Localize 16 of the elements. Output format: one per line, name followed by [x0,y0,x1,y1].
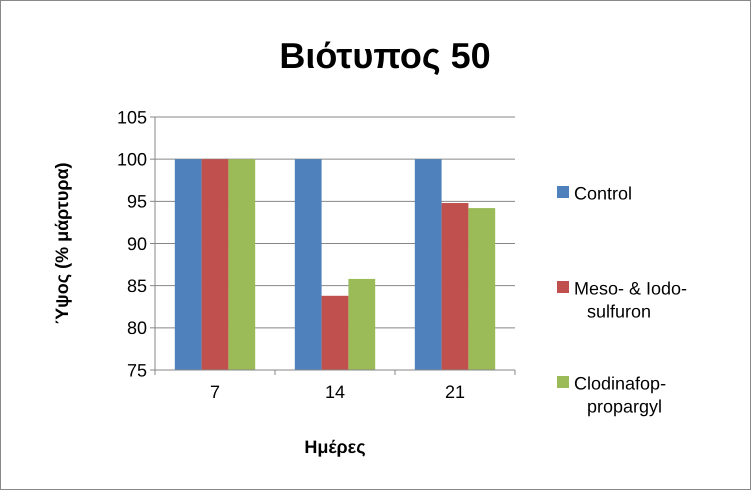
y-tick-label: 75 [126,360,147,380]
x-tick-label: 14 [324,382,346,402]
x-tick-label: 7 [210,382,220,402]
y-tick-label: 85 [126,276,147,296]
legend-label: Meso- & Iodo-sulfuron [574,278,688,322]
y-axis-title: Ύψος (% μάρτυρα) [52,162,72,325]
y-tick-label: 105 [116,107,147,128]
y-tick-label: 95 [126,192,147,212]
legend-label: Control [574,183,632,204]
y-tick-label: 100 [116,149,147,170]
legend-label: Clodinafop-propargyl [574,373,666,417]
y-tick-label: 80 [126,318,147,338]
x-axis-title: Ημέρες [304,437,366,457]
chart-title: Βιότυπος 50 [279,35,491,76]
x-tick-label: 21 [444,382,466,402]
y-tick-label: 90 [126,234,147,254]
